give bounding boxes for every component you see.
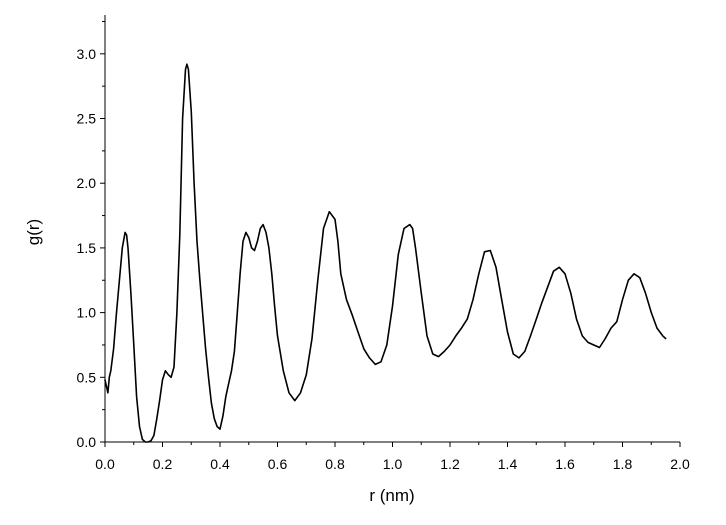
- x-tick-label: 1.4: [498, 456, 518, 472]
- x-tick-label: 1.0: [383, 456, 403, 472]
- x-ticks: 0.0 0.2 0.4 0.6 0.8 1.0 1.2 1.4 1.6 1.8 2.0: [95, 442, 690, 472]
- y-tick-label: 0.0: [77, 434, 97, 450]
- x-tick-label: 0.4: [210, 456, 230, 472]
- x-tick-label: 1.2: [440, 456, 460, 472]
- x-tick-label: 1.6: [555, 456, 575, 472]
- y-tick-label: 2.5: [77, 111, 97, 127]
- axes: 0.0 0.2 0.4 0.6 0.8 1.0 1.2 1.4 1.6 1.8 2.0 0.0 0.5…: [77, 15, 690, 472]
- series-line-0: [104, 63, 667, 443]
- x-tick-label: 1.8: [613, 456, 633, 472]
- x-axis-title: r (nm): [369, 486, 414, 505]
- y-axis-title: g(r): [24, 219, 43, 245]
- x-tick-label: 2.0: [670, 456, 690, 472]
- series-layer: [104, 63, 667, 443]
- x-tick-label: 0.2: [153, 456, 173, 472]
- y-tick-label: 1.0: [77, 305, 97, 321]
- y-tick-label: 0.5: [77, 369, 97, 385]
- y-ticks: 0.0 0.5 1.0 1.5 2.0 2.5 3.0: [77, 20, 105, 450]
- x-tick-label: 0.0: [95, 456, 115, 472]
- x-tick-label: 0.8: [325, 456, 345, 472]
- x-tick-label: 0.6: [268, 456, 288, 472]
- y-tick-label: 2.0: [77, 175, 97, 191]
- y-tick-label: 1.5: [77, 240, 97, 256]
- y-tick-label: 3.0: [77, 46, 97, 62]
